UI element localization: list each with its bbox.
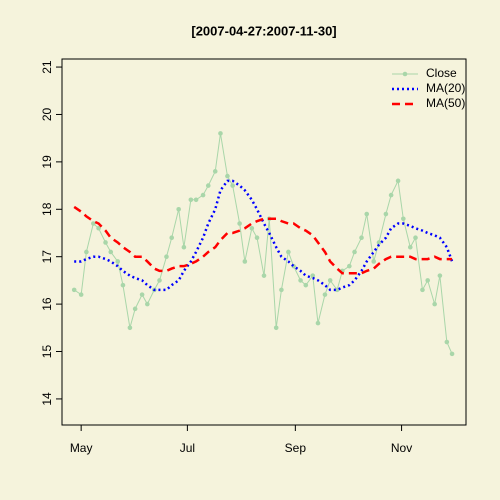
data-point — [444, 339, 450, 345]
data-point — [218, 131, 223, 136]
data-point — [115, 259, 121, 264]
data-point — [103, 240, 108, 245]
data-point — [132, 306, 138, 312]
x-tick-label: Nov — [391, 441, 412, 455]
data-point — [254, 235, 260, 241]
data-point — [327, 278, 333, 283]
data-point — [401, 216, 406, 222]
data-point — [420, 287, 425, 293]
data-point — [413, 235, 418, 241]
data-point — [364, 211, 370, 217]
series-line — [73, 205, 453, 275]
data-point — [407, 244, 413, 250]
data-point — [78, 292, 84, 297]
data-point — [303, 282, 309, 288]
data-point — [286, 249, 291, 255]
data-point — [449, 351, 455, 357]
y-tick-label: 14 — [40, 392, 54, 406]
y-tick-label: 16 — [40, 297, 54, 311]
series-line — [74, 179, 454, 292]
data-point — [352, 249, 357, 255]
data-point — [249, 225, 255, 231]
legend-label: MA(50) — [426, 96, 465, 110]
y-tick-label: 19 — [40, 155, 54, 169]
x-tick-label: Sep — [285, 441, 307, 455]
data-point — [376, 240, 382, 245]
data-point — [273, 325, 279, 331]
y-tick-label: 15 — [40, 345, 54, 359]
series-line — [73, 133, 453, 355]
data-point — [237, 221, 242, 226]
data-point — [432, 301, 437, 307]
data-point — [169, 235, 175, 241]
y-tick-label: 18 — [40, 202, 54, 216]
data-point — [205, 183, 211, 188]
y-tick-label: 20 — [40, 107, 54, 121]
data-point — [108, 249, 114, 255]
data-point — [225, 173, 230, 179]
x-tick-label: May — [70, 441, 93, 455]
data-point — [371, 259, 377, 264]
data-point — [212, 169, 218, 174]
data-point — [127, 325, 133, 331]
data-point — [164, 254, 169, 259]
data-point — [96, 225, 101, 231]
x-tick-label: Jul — [180, 441, 195, 455]
y-tick-label: 17 — [40, 250, 54, 264]
data-point — [279, 287, 284, 293]
data-point — [145, 301, 150, 307]
data-point — [242, 259, 248, 264]
data-point — [71, 287, 77, 293]
data-point — [200, 192, 206, 198]
data-point — [310, 273, 316, 278]
data-point — [176, 206, 181, 212]
data-point — [347, 263, 352, 269]
data-point — [230, 183, 235, 188]
legend-label: MA(20) — [426, 81, 465, 95]
data-point — [425, 278, 430, 283]
data-point — [157, 278, 162, 283]
data-point — [334, 287, 340, 293]
data-point — [388, 192, 394, 198]
y-tick-label: 21 — [40, 60, 54, 74]
data-point — [359, 235, 364, 241]
data-point — [261, 273, 267, 278]
data-point — [193, 197, 199, 203]
data-point — [315, 320, 321, 326]
data-point — [120, 282, 126, 288]
legend-label: Close — [426, 66, 457, 80]
data-point — [298, 278, 303, 283]
data-point — [84, 249, 89, 255]
chart-title: [2007-04-27:2007-11-30] — [191, 23, 336, 38]
data-point — [383, 211, 389, 217]
data-point — [395, 178, 401, 184]
data-point — [181, 244, 187, 250]
data-point — [322, 292, 328, 297]
data-point — [139, 292, 145, 297]
data-point — [437, 273, 443, 278]
data-point — [91, 221, 96, 226]
legend-marker — [402, 71, 408, 77]
data-point — [188, 197, 194, 203]
plot-frame — [61, 58, 467, 426]
